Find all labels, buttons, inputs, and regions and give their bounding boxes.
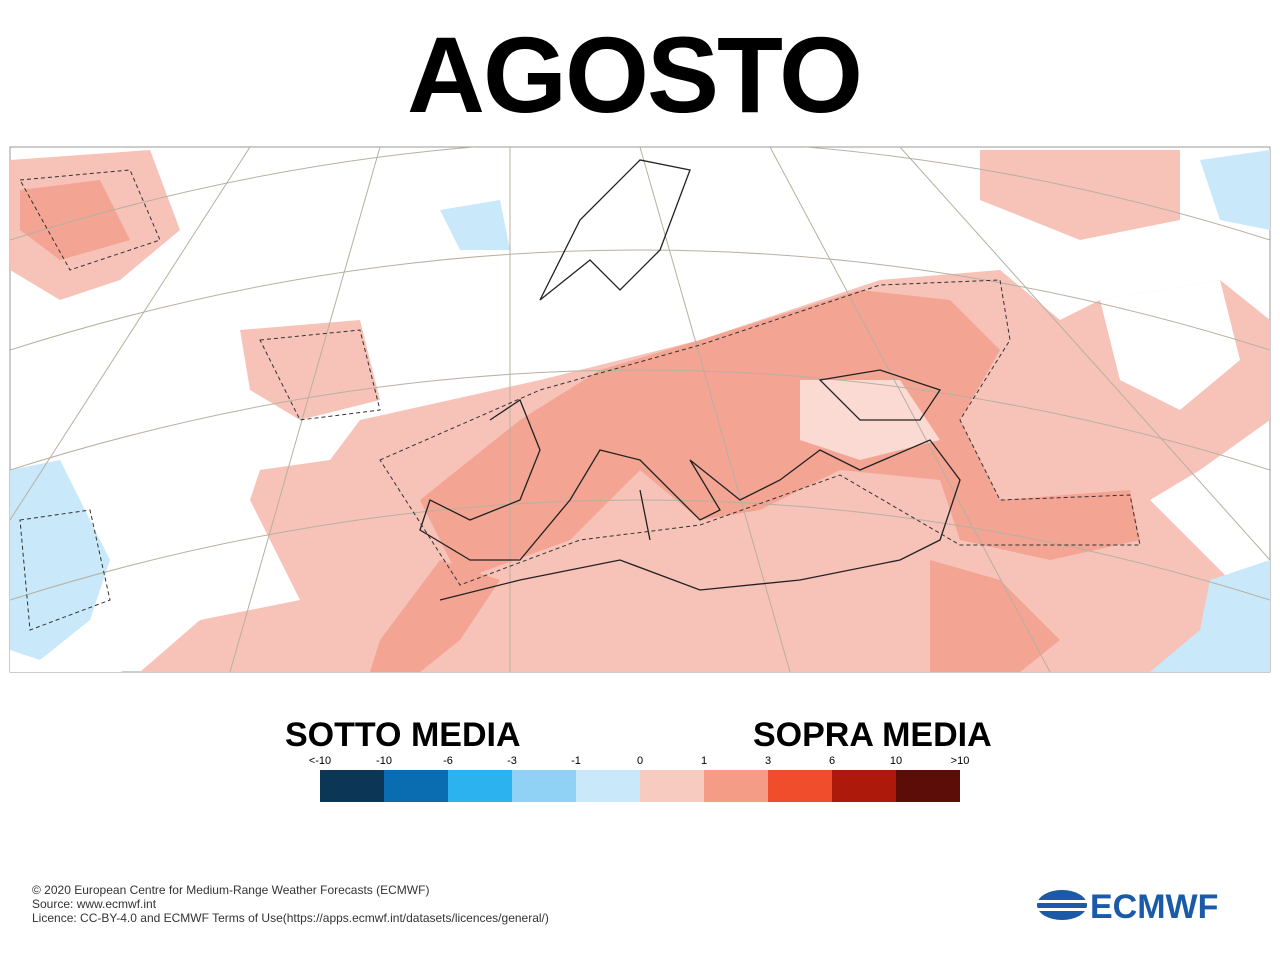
contour [259, 329, 381, 421]
grid-line [10, 249, 1270, 351]
coast [419, 399, 961, 601]
contour [379, 279, 1141, 586]
title: AGOSTO [407, 14, 861, 135]
coast [539, 159, 691, 301]
colorbar-box [896, 770, 960, 802]
grid-line [10, 147, 1270, 241]
colorbar-box [448, 770, 512, 802]
colorbar-box [512, 770, 576, 802]
above-label: SOPRA MEDIA [753, 716, 992, 754]
colorbar-tick-label: 3 [765, 755, 771, 767]
logo: ECMWF [1036, 888, 1218, 926]
grid-line [10, 499, 1270, 601]
coast [818, 369, 942, 421]
colorbar-box [384, 770, 448, 802]
field [10, 460, 110, 660]
coastlines [419, 159, 961, 601]
significance-contours [19, 169, 1141, 631]
graticule [10, 147, 1270, 672]
logo-stripe [1036, 908, 1088, 911]
colorbar-box [320, 770, 384, 802]
colorbar-box [704, 770, 768, 802]
contour [19, 509, 111, 631]
colorbar-box [768, 770, 832, 802]
contour [19, 169, 161, 271]
colorbar-tick-label: <-10 [309, 755, 331, 767]
grid-line [899, 147, 1270, 561]
below-label: SOTTO MEDIA [285, 716, 521, 754]
colorbar-tick-label: >10 [951, 755, 970, 767]
colorbar-tick-label: -1 [571, 755, 581, 767]
field [980, 150, 1180, 240]
field [370, 560, 500, 672]
field [1100, 280, 1240, 410]
colorbar-box [832, 770, 896, 802]
grid-line [769, 147, 1051, 672]
colorbar-tick-label: -6 [443, 755, 453, 767]
colorbar-tick-label: -10 [376, 755, 392, 767]
field [440, 200, 510, 250]
grid-line [10, 147, 251, 521]
footer-line: Source: www.ecmwf.int [32, 897, 157, 911]
field [420, 290, 1140, 580]
colorbar-tick-label: 1 [701, 755, 707, 767]
footer-line: Licence: CC-BY-4.0 and ECMWF Terms of Us… [32, 911, 549, 925]
grid-line [229, 147, 381, 672]
field [240, 320, 380, 420]
colorbar-tick-label: -3 [507, 755, 517, 767]
field [1200, 150, 1270, 230]
logo-text: ECMWF [1090, 888, 1218, 926]
colorbar-tick-label: 0 [637, 755, 643, 767]
grid-line [10, 369, 1270, 471]
footer-line: © 2020 European Centre for Medium-Range … [32, 883, 429, 897]
colorbar-tick-label: 6 [829, 755, 835, 767]
grid-line [639, 147, 791, 672]
field [930, 560, 1060, 672]
colorbar-box [576, 770, 640, 802]
field [1150, 560, 1270, 672]
logo-mark [1037, 890, 1087, 920]
colorbar: <-10 -10 -6 -3 -1 0 1 3 6 10 >10 [309, 755, 970, 802]
colorbar-tick-label: 10 [890, 755, 902, 767]
colorbar-box [640, 770, 704, 802]
map [9, 146, 1271, 673]
logo-stripe [1036, 900, 1088, 903]
